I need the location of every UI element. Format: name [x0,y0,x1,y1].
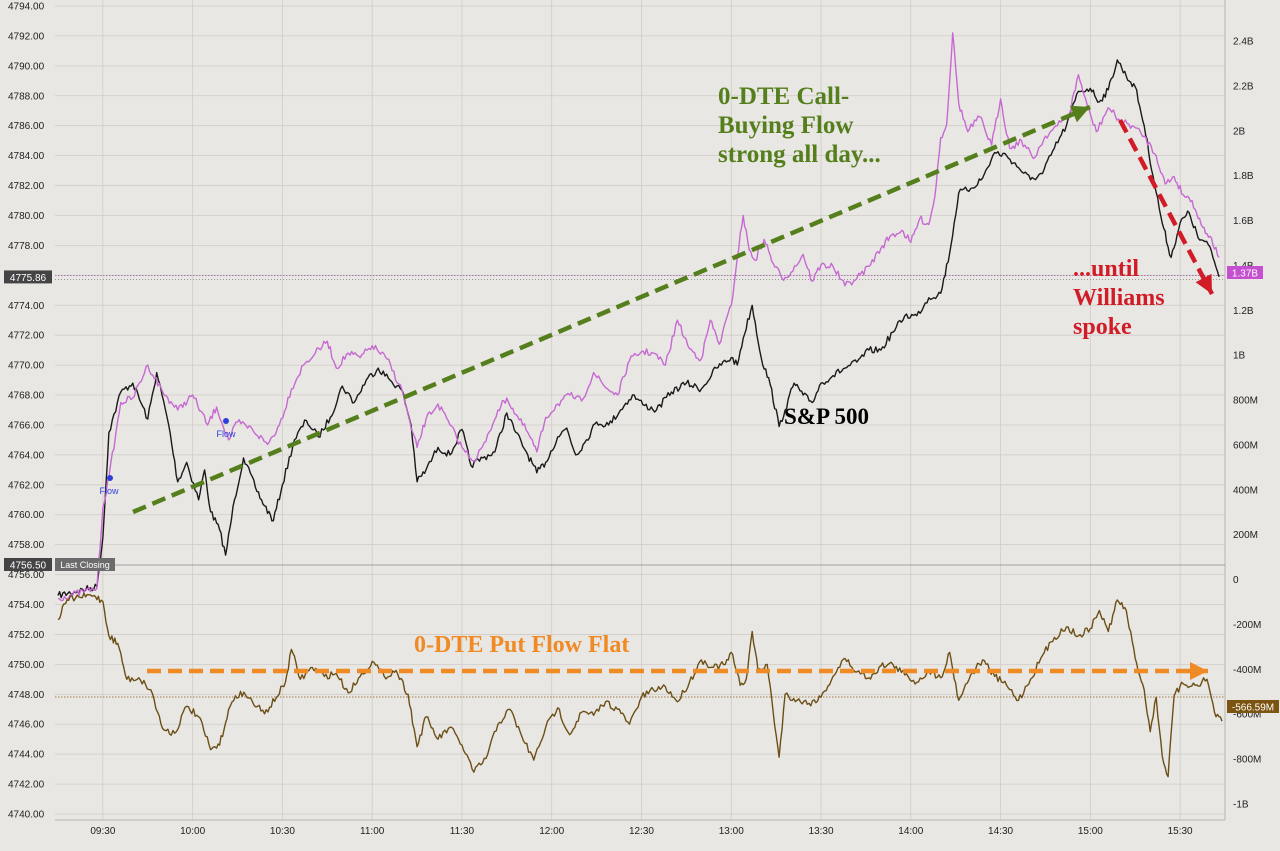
y-tick-left: 4752.00 [8,630,45,641]
y-tick-left: 4748.00 [8,690,45,701]
x-tick: 11:30 [450,826,475,837]
y-tick-left: 4788.00 [8,91,45,102]
flow-marker-label: Flow [99,486,119,496]
x-tick: 15:30 [1168,826,1193,837]
annotation-call-flow-line: strong all day... [718,141,881,168]
x-tick: 14:00 [898,826,923,837]
put-flow-flat-arrow-head [1190,662,1208,680]
y-tick-right: -400M [1233,665,1261,676]
y-tick-right: 600M [1233,440,1258,451]
put-flow-value-text: -566.59M [1232,703,1274,714]
y-tick-right: -1B [1233,800,1249,811]
x-tick: 13:00 [719,826,744,837]
y-tick-left: 4742.00 [8,780,45,791]
y-tick-left: 4762.00 [8,480,45,491]
y-tick-right: -600M [1233,710,1261,721]
call-flow-value-text: 1.37B [1232,269,1258,280]
put-flow-value-tag [1227,700,1279,713]
y-tick-right: 400M [1233,485,1258,496]
y-tick-right: 0 [1233,575,1239,586]
call-flow-trend-arrow [132,104,1091,515]
x-tick: 13:30 [809,826,834,837]
y-tick-left: 4764.00 [8,450,45,461]
last-closing-tag [4,558,52,571]
annotation-williams-line: ...until [1073,256,1139,282]
y-tick-left: 4794.00 [8,1,45,12]
annotation-call-flow-line: Buying Flow [718,112,853,139]
reference-lines [55,275,1225,698]
last-closing-label-text: Last Closing [60,560,110,570]
y-tick-right: 1B [1233,351,1246,362]
series-line-1 [57,32,1220,602]
y-tick-left: 4790.00 [8,61,45,72]
current-price-tag-text: 4775.86 [10,273,47,284]
y-tick-right: 1.2B [1233,306,1254,317]
y-tick-left: 4754.00 [8,600,45,611]
y-tick-left: 4744.00 [8,750,45,761]
y-tick-left: 4770.00 [8,361,45,372]
y-tick-left: 4750.00 [8,660,45,671]
x-tick: 14:30 [988,826,1013,837]
y-tick-left: 4756.00 [8,570,45,581]
y-tick-left: 4778.00 [8,241,45,252]
y-tick-left: 4784.00 [8,151,45,162]
y-tick-right: 800M [1233,396,1258,407]
y-tick-left: 4766.00 [8,420,45,431]
call-flow-value-tag [1227,266,1263,279]
series-line-0 [57,59,1220,599]
annotation-williams-line: Williams [1073,285,1165,311]
x-tick: 10:30 [270,826,295,837]
annotation-call-flow-line: 0-DTE Call- [718,83,849,110]
y-tick-left: 4774.00 [8,301,45,312]
y-tick-right: 2.2B [1233,81,1254,92]
annotation-arrows [132,104,1214,680]
y-tick-left: 4768.00 [8,391,45,402]
last-closing-tag-text: 4756.50 [10,561,47,572]
x-tick: 12:00 [539,826,564,837]
y-tick-right: 200M [1233,530,1258,541]
williams-drop-arrow [1118,118,1214,296]
x-axis-ticks: 09:30 10:00 10:30 11:00 11:30 12:00 12:30 13:00… [90,826,1193,837]
y-tick-right: 1.6B [1233,216,1254,227]
williams-drop-arrow-head [1195,273,1212,294]
annotation-put-flow: 0-DTE Put Flow Flat [414,632,629,658]
series-lines [57,32,1223,778]
current-price-tag [4,270,52,284]
x-tick: 09:30 [90,826,115,837]
y-tick-left: 4758.00 [8,540,45,551]
grid-lines [55,0,1226,821]
call-flow-trend-arrow-head [1069,105,1090,123]
x-tick: 11:00 [360,826,385,837]
y-tick-left: 4780.00 [8,211,45,222]
annotation-williams-line: spoke [1073,314,1132,340]
flow-marker [223,418,229,424]
left-axis-ticks: 4740.00 4742.00 4744.00 4746.00 4748.00 4750.… [8,1,45,820]
y-tick-right: -800M [1233,755,1261,766]
y-tick-left: 4760.00 [8,510,45,521]
right-axis-ticks: -1B -800M -600M -400M -200M 0 200M 400M 600M 800M… [1233,37,1261,811]
y-tick-left: 4782.00 [8,181,45,192]
flow-marker-label: Flow [216,429,236,439]
y-tick-left: 4786.00 [8,121,45,132]
y-tick-left: 4772.00 [8,331,45,342]
y-tick-left: 4740.00 [8,810,45,821]
series-line-2 [57,592,1223,778]
y-tick-right: 1.8B [1233,171,1254,182]
x-tick: 12:30 [629,826,654,837]
price-tags: 4775.86 4756.50 Last Closing 1.37B -566.59M [4,266,1279,714]
y-tick-left: 4792.00 [8,31,45,42]
y-tick-right: 2.4B [1233,37,1254,48]
x-tick: 10:00 [180,826,205,837]
annotation-sp500: S&P 500 [784,404,869,429]
x-tick: 15:00 [1078,826,1103,837]
y-tick-right: -200M [1233,620,1261,631]
last-closing-label-tag [55,558,115,571]
y-tick-right: 2B [1233,126,1246,137]
y-tick-left: 4746.00 [8,720,45,731]
flow-marker [107,475,113,481]
